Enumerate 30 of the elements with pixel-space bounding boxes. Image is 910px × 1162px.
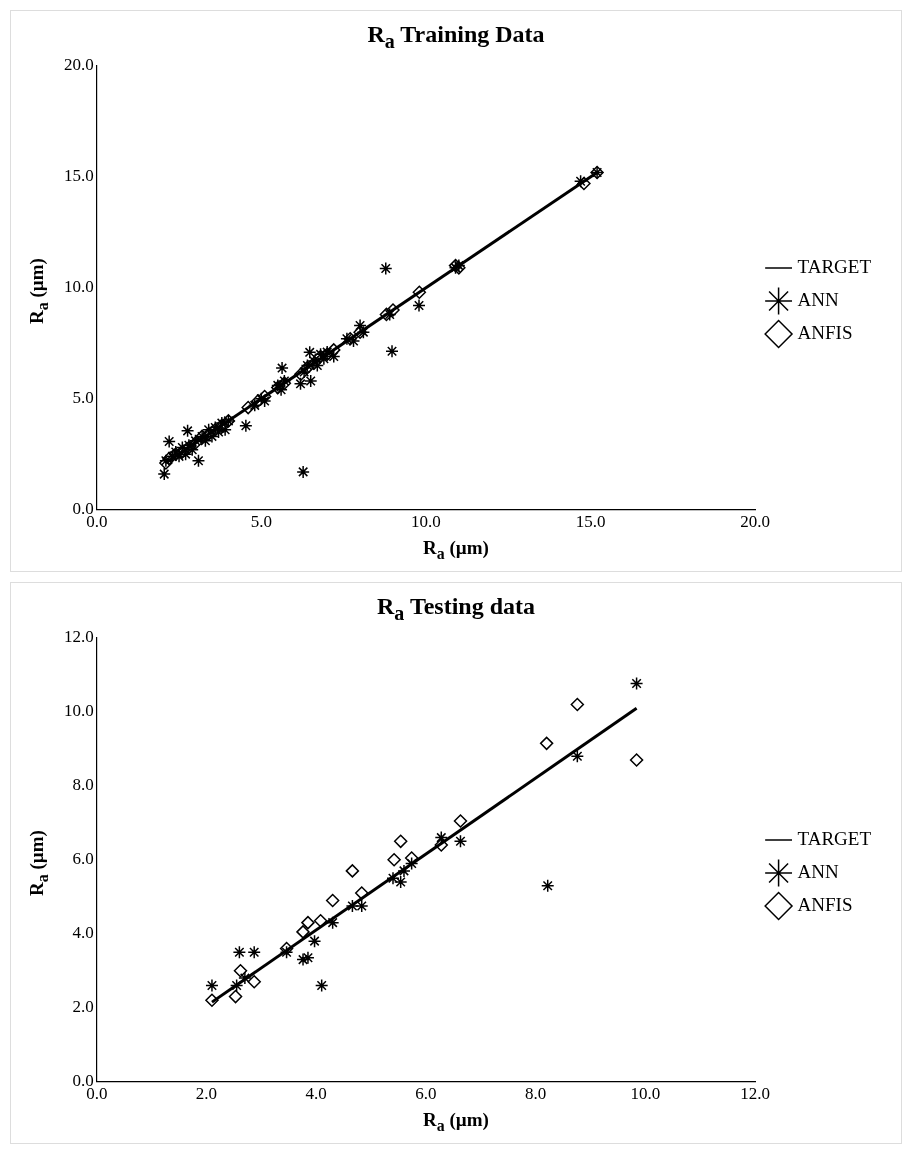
legend-label: TARGET: [797, 827, 872, 849]
chart-title: R$_{a}$ Training Data: [366, 21, 546, 53]
x-tick-label: 10.0: [630, 1084, 661, 1104]
legend-label: ANFIS: [797, 321, 853, 343]
x-tick-label: 20.0: [740, 512, 770, 532]
x-tick-label: 6.0: [415, 1084, 437, 1104]
y-tick-label: 6.0: [72, 849, 94, 869]
y-tick-label: 10.0: [64, 701, 94, 721]
y-tick-label: 10.0: [64, 277, 94, 297]
y-tick-label: 20.0: [64, 55, 94, 75]
y-tick-label: 2.0: [72, 997, 94, 1017]
legend-label: TARGET: [797, 255, 872, 277]
x-tick-label: 2.0: [195, 1084, 218, 1104]
x-axis-title: R$_{a}$ (µm): [422, 537, 490, 563]
chart-title: R$_{a}$ Testing data: [375, 593, 537, 625]
legend-label: ANN: [797, 860, 840, 882]
legend-label: ANFIS: [797, 893, 853, 915]
y-tick-label: 15.0: [64, 166, 94, 186]
x-tick-label: 5.0: [250, 512, 272, 532]
y-tick-label: 4.0: [72, 923, 94, 943]
x-axis-title: R$_{a}$ (µm): [422, 1109, 490, 1135]
x-tick-label: 10.0: [411, 512, 441, 532]
legend-label: ANN: [797, 288, 840, 310]
x-tick-label: 15.0: [575, 512, 606, 532]
y-tick-label: 5.0: [72, 388, 94, 408]
x-tick-label: 8.0: [525, 1084, 547, 1104]
y-tick-label: 8.0: [72, 775, 94, 795]
x-tick-label: 12.0: [740, 1084, 770, 1104]
y-tick-label: 12.0: [64, 627, 94, 647]
x-tick-label: 4.0: [305, 1084, 327, 1104]
